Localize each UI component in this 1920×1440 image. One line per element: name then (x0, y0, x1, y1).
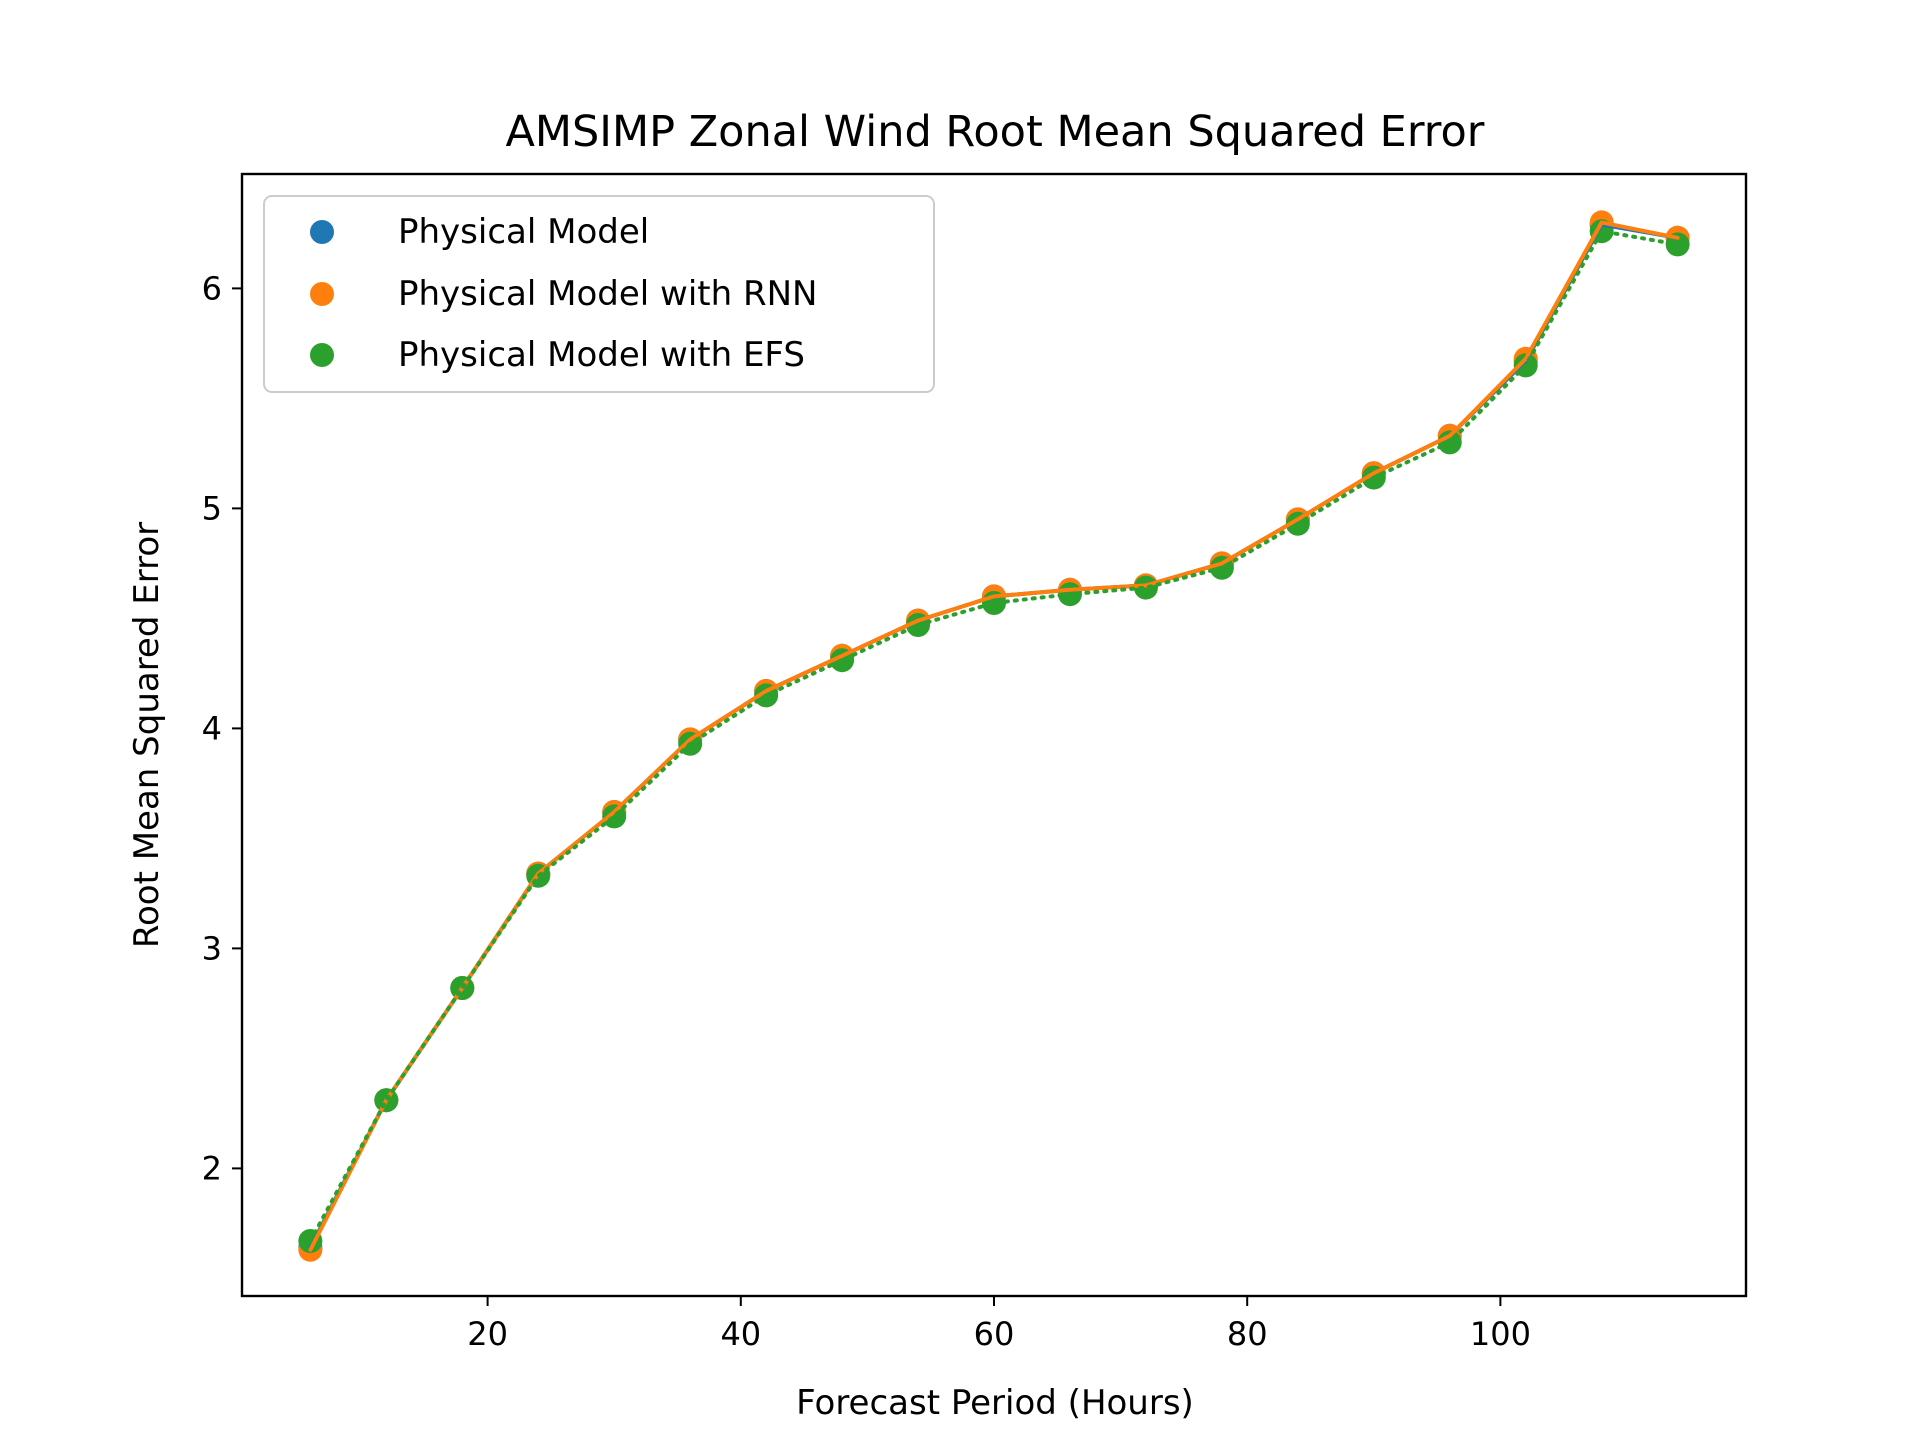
x-tick-label: 80 (1227, 1315, 1268, 1353)
x-tick-label: 40 (720, 1315, 761, 1353)
legend-marker-physical-model-rnn (310, 282, 334, 306)
legend-box (263, 195, 935, 393)
x-axis-label: Forecast Period (Hours) (796, 1383, 1194, 1423)
legend-marker-physical-model (310, 220, 334, 244)
y-axis-ticks: 2 3 4 5 6 (202, 269, 242, 1187)
legend-label-physical-model-efs: Physical Model with EFS (398, 335, 805, 375)
legend: Physical Model Physical Model with RNN P… (263, 195, 935, 393)
plot-marks (298, 210, 1690, 1262)
y-tick-label: 4 (202, 709, 222, 747)
x-tick-label: 60 (974, 1315, 1015, 1353)
x-tick-label: 100 (1470, 1315, 1531, 1353)
y-axis-label: Root Mean Squared Error (127, 522, 167, 948)
y-tick-label: 6 (202, 269, 222, 307)
legend-marker-physical-model-efs (310, 343, 334, 367)
x-tick-label: 20 (467, 1315, 508, 1353)
y-tick-label: 2 (202, 1149, 222, 1187)
y-tick-label: 3 (202, 929, 222, 967)
chart-title: AMSIMP Zonal Wind Root Mean Squared Erro… (506, 107, 1485, 157)
legend-label-physical-model: Physical Model (398, 212, 649, 252)
y-tick-label: 5 (202, 489, 222, 527)
x-axis-ticks: 20 40 60 80 100 (467, 1296, 1531, 1353)
legend-label-physical-model-rnn: Physical Model with RNN (398, 274, 817, 314)
series-line-2 (308, 229, 1680, 1243)
data-point (602, 804, 627, 829)
